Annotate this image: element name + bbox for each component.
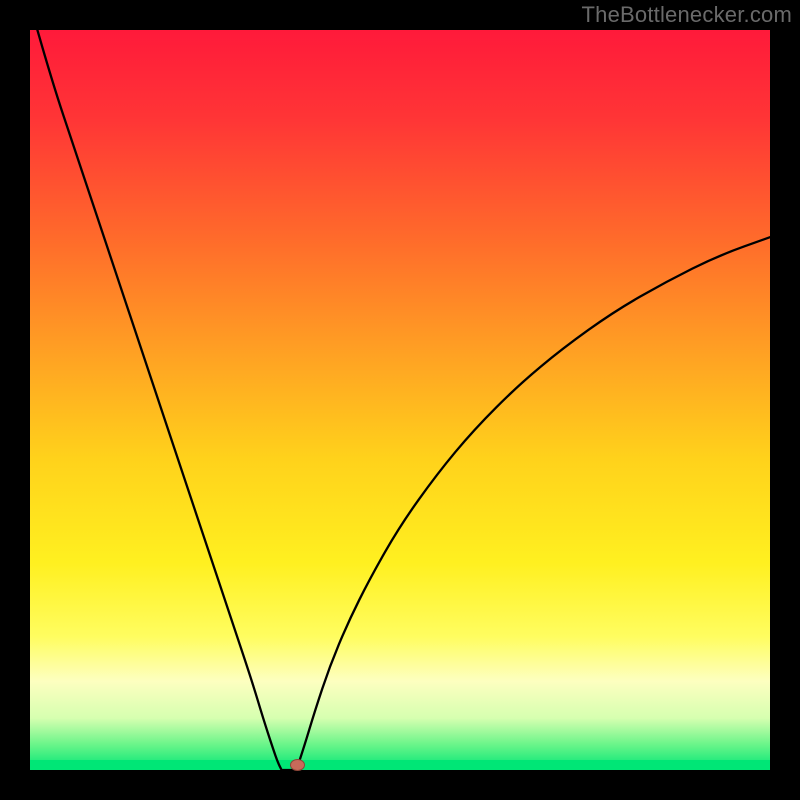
bottleneck-curve xyxy=(30,30,770,770)
bottom-green-bar xyxy=(30,760,770,770)
gradient-background xyxy=(30,30,770,770)
chart-frame: TheBottlenecker.com xyxy=(0,0,800,800)
watermark-text: TheBottlenecker.com xyxy=(582,2,792,28)
plot-area xyxy=(30,30,770,770)
